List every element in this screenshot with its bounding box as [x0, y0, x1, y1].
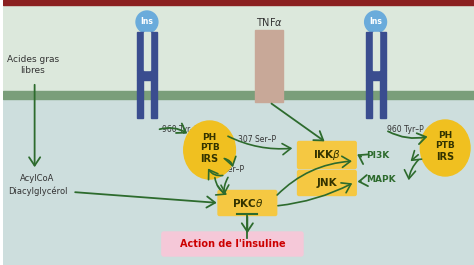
Text: PTB: PTB: [435, 142, 455, 151]
Text: Ins: Ins: [140, 17, 154, 26]
Text: Action de l'insuline: Action de l'insuline: [180, 239, 285, 249]
Text: IRS: IRS: [436, 152, 454, 162]
Text: PH: PH: [202, 134, 217, 143]
Text: IRS: IRS: [201, 154, 219, 164]
Bar: [3, 0, 474, 5]
Text: 960 Tyr–P: 960 Tyr–P: [386, 126, 423, 135]
FancyBboxPatch shape: [218, 191, 277, 215]
Bar: [3, 91, 474, 99]
Bar: [380, 80, 385, 118]
Text: MAPK: MAPK: [365, 175, 395, 184]
Bar: [150, 32, 157, 70]
Bar: [379, 32, 385, 70]
Text: PH: PH: [438, 131, 452, 140]
Bar: [365, 80, 372, 118]
Bar: [255, 30, 283, 102]
Text: IKK$\beta$: IKK$\beta$: [313, 148, 341, 162]
Bar: [373, 32, 379, 70]
Circle shape: [136, 11, 158, 33]
Bar: [137, 32, 144, 70]
Text: Acides gras
libres: Acides gras libres: [7, 55, 59, 76]
Text: 307 Ser–P: 307 Ser–P: [238, 135, 276, 144]
Bar: [3, 0, 474, 95]
Text: PTB: PTB: [200, 144, 219, 152]
Text: PI3K: PI3K: [365, 151, 389, 160]
FancyBboxPatch shape: [298, 142, 356, 169]
Bar: [137, 70, 157, 80]
Text: JNK: JNK: [317, 178, 337, 188]
Bar: [365, 70, 385, 80]
Text: Ins: Ins: [369, 17, 382, 26]
Text: TNF$\alpha$: TNF$\alpha$: [255, 16, 283, 28]
Bar: [365, 32, 373, 70]
Text: PKC$\theta$: PKC$\theta$: [232, 197, 263, 209]
Bar: [151, 80, 157, 118]
FancyBboxPatch shape: [298, 170, 356, 196]
Bar: [137, 80, 143, 118]
FancyBboxPatch shape: [162, 232, 303, 256]
Ellipse shape: [420, 120, 470, 176]
Bar: [144, 32, 150, 70]
Text: AcylCoA
Diacylglycérol: AcylCoA Diacylglycérol: [8, 174, 67, 196]
Text: 960 Tyr–P: 960 Tyr–P: [162, 126, 199, 135]
Ellipse shape: [184, 121, 236, 179]
Bar: [3, 95, 474, 265]
Circle shape: [365, 11, 386, 33]
Text: Ser–P: Ser–P: [224, 166, 245, 174]
